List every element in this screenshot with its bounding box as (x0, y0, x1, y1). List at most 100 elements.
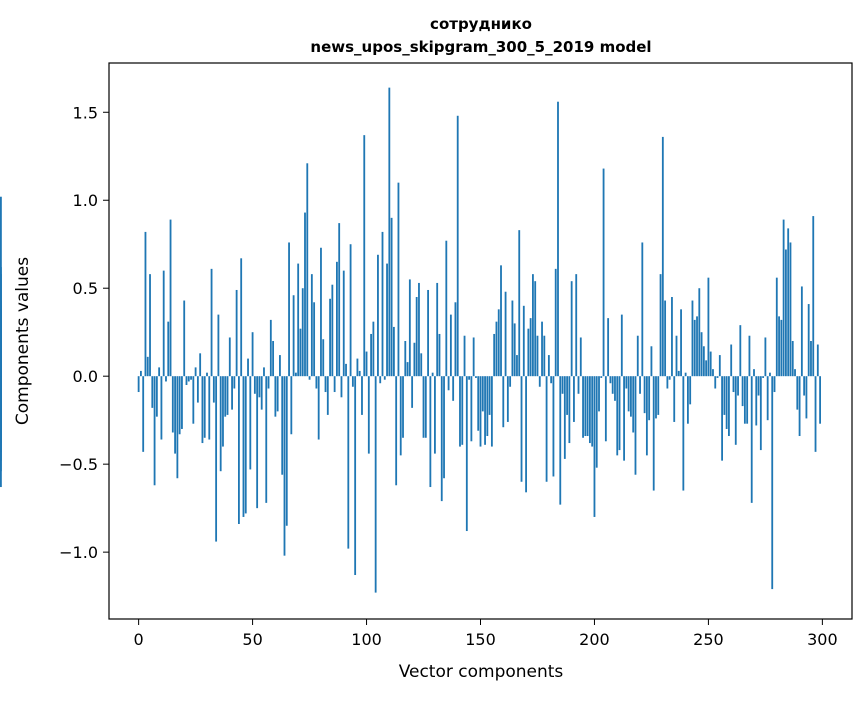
bar-154 (488, 376, 491, 415)
bar-51 (253, 376, 256, 394)
bar-93 (349, 244, 352, 377)
bar-89 (340, 376, 343, 398)
bar-180 (547, 355, 550, 377)
bar-290 (798, 376, 801, 437)
bar-209 (614, 376, 616, 401)
bar-257 (723, 376, 726, 415)
bar-139 (454, 302, 457, 377)
bar-283 (782, 219, 785, 377)
bar-253 (714, 376, 717, 389)
bar-72 (301, 288, 304, 377)
y-tick-label: 0.5 (73, 279, 98, 298)
bar-18 (178, 376, 181, 435)
bar-194 (579, 337, 582, 377)
bar-249 (705, 360, 708, 377)
bar-199 (591, 376, 594, 447)
bar-160 (502, 376, 505, 428)
bar-284 (784, 249, 787, 377)
bar-192 (575, 274, 578, 377)
plot-area-frame (108, 62, 853, 620)
bar-161 (504, 291, 507, 377)
bar-38 (224, 376, 227, 417)
bar-231 (664, 300, 667, 377)
y-tick-label: 0.0 (73, 367, 98, 386)
bar-222 (643, 376, 646, 414)
bar-163 (509, 376, 512, 387)
y-tick-label: −1.0 (59, 543, 98, 562)
bar-110 (388, 87, 391, 377)
bar-189 (568, 376, 571, 444)
bar-263 (737, 376, 739, 396)
bar-134 (443, 376, 445, 479)
bar-60 (274, 376, 277, 417)
bar-181 (550, 376, 553, 384)
bar-185 (559, 376, 562, 505)
bar-266 (743, 376, 746, 424)
bar-157 (495, 321, 498, 377)
bar-75 (308, 376, 311, 380)
bar-6 (151, 376, 154, 408)
bar-229 (659, 274, 662, 377)
bar-undefined (0, 196, 2, 377)
bar-17 (176, 376, 179, 479)
bar-104 (374, 376, 377, 593)
bar-153 (486, 376, 489, 437)
bar-130 (434, 376, 436, 454)
bar-212 (620, 314, 623, 377)
bar-268 (748, 335, 751, 377)
bar-106 (379, 376, 382, 384)
bar-57 (267, 376, 270, 389)
bar-297 (814, 376, 817, 452)
bar-169 (522, 305, 525, 377)
bar-291 (800, 286, 803, 377)
bar-176 (538, 376, 541, 387)
x-tick-label: 300 (807, 630, 838, 649)
bar-156 (493, 333, 496, 377)
bar-166 (516, 355, 518, 377)
bar-102 (370, 333, 373, 377)
bar-193 (577, 376, 580, 394)
bar-44 (238, 376, 240, 524)
bar-140 (456, 115, 459, 377)
bar-278 (771, 376, 774, 590)
bar-275 (764, 337, 767, 377)
bar-53 (258, 376, 261, 398)
bar-245 (696, 316, 698, 377)
bar-33 (212, 376, 215, 403)
bar-213 (623, 376, 625, 461)
bar-178 (543, 335, 546, 377)
bar-12 (165, 376, 167, 382)
bar-14 (169, 219, 172, 377)
bar-19 (181, 376, 183, 429)
bar-256 (721, 376, 723, 461)
bar-99 (363, 135, 366, 377)
bar-234 (671, 297, 673, 377)
bar-50 (251, 332, 254, 377)
x-tick-label: 200 (579, 630, 610, 649)
bar-95 (354, 376, 357, 576)
bar-61 (276, 376, 279, 412)
bar-141 (459, 376, 461, 447)
bar-137 (449, 314, 452, 377)
bar-277 (769, 372, 771, 377)
bar-13 (167, 321, 170, 377)
bar-146 (470, 376, 473, 442)
bar-149 (477, 376, 480, 431)
bar-172 (529, 318, 532, 377)
bar-242 (689, 376, 692, 405)
bar-204 (602, 168, 605, 377)
bar-168 (520, 376, 523, 482)
bar-145 (468, 376, 471, 380)
bar-31 (208, 376, 211, 440)
bar-135 (445, 240, 448, 377)
bar-81 (322, 339, 325, 377)
bar-11 (162, 270, 165, 377)
bar-119 (408, 279, 411, 377)
bar-202 (598, 376, 600, 412)
bar-107 (381, 231, 384, 377)
bar-67 (290, 376, 293, 435)
bar-294 (807, 304, 810, 377)
bar-34 (215, 376, 218, 542)
bar-84 (329, 298, 331, 377)
